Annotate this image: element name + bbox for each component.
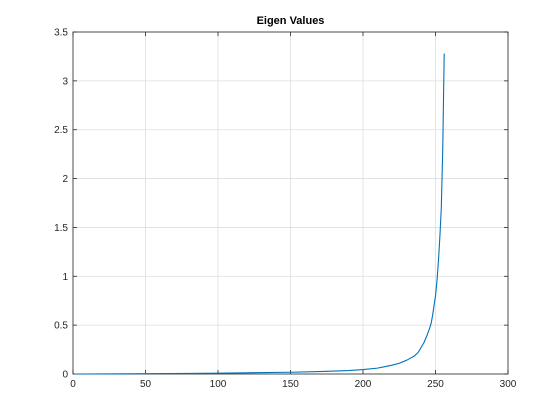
x-tick-label: 200 [355,379,372,390]
y-tick-label: 2 [62,174,68,185]
series-layer [74,53,445,375]
x-tick-label: 50 [140,379,152,390]
x-tick-label: 0 [70,379,76,390]
y-tick-label: 3 [62,76,68,87]
eigenvalue-series-line [74,53,445,375]
x-tick-label: 250 [427,379,444,390]
grid-lines [72,31,509,375]
x-tick-label: 100 [210,379,227,390]
y-tick-label: 1.5 [54,223,68,234]
y-tick-label: 2.5 [54,125,68,136]
y-tick-label: 1 [62,272,68,283]
x-tick-label: 300 [500,379,517,390]
y-tick-label: 3.5 [54,28,68,39]
chart-title: Eigen Values [257,15,325,27]
axis-ticks: 0 50 100 150 200 250 300 0 0.5 1 1.5 2 2.5 3 3.5 [54,28,517,391]
y-tick-label: 0.5 [54,321,68,332]
x-tick-label: 150 [282,379,299,390]
y-tick-label: 0 [62,370,68,381]
